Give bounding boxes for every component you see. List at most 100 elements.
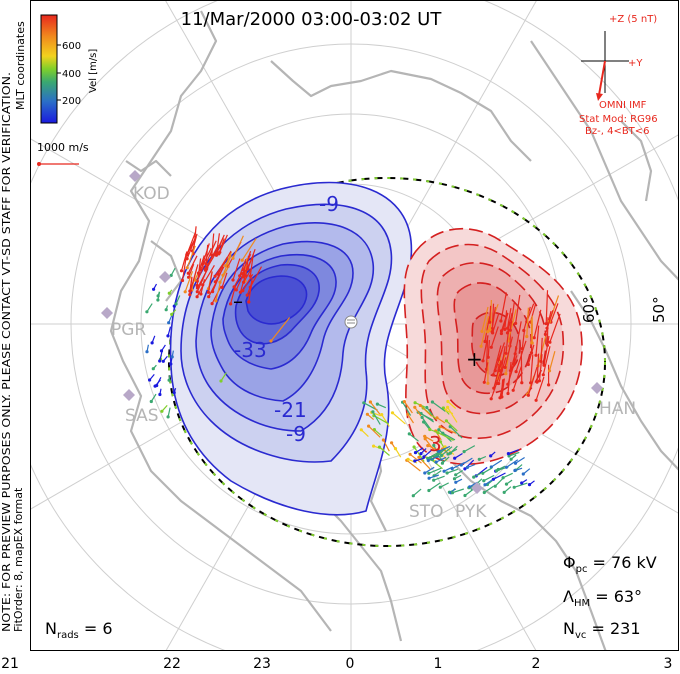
velocity-vector-origin xyxy=(145,350,149,354)
velocity-vector-origin xyxy=(508,328,512,332)
velocity-vector-origin xyxy=(479,344,483,348)
n-vc-stat: Nvc = 231 xyxy=(563,619,641,641)
velocity-vector-origin xyxy=(148,378,152,382)
velocity-vector-origin xyxy=(423,434,427,438)
velocity-vector-origin xyxy=(240,258,244,262)
velocity-vector-origin xyxy=(463,493,467,498)
velocity-vector xyxy=(523,306,531,331)
velocity-vector xyxy=(220,372,227,382)
velocity-vector-origin xyxy=(490,330,494,334)
velocity-vector-origin xyxy=(153,384,157,388)
velocity-vector-origin xyxy=(454,480,458,484)
velocity-vector-origin xyxy=(493,369,497,373)
velocity-vector xyxy=(202,243,210,265)
velocity-vector xyxy=(241,238,257,261)
velocity-vector xyxy=(432,401,446,412)
velocity-vector-origin xyxy=(372,444,376,448)
velocity-vector-origin xyxy=(468,485,472,489)
velocity-vector xyxy=(530,354,534,383)
velocity-vector xyxy=(527,344,535,365)
velocity-vector-origin xyxy=(214,299,218,303)
velocity-vector-origin xyxy=(169,273,173,277)
velocity-vector-origin xyxy=(170,312,174,316)
imf-condition: Bz-, 4<BT<6 xyxy=(585,126,650,137)
velocity-vector-origin xyxy=(499,331,503,336)
velocity-vector-origin xyxy=(504,465,508,469)
velocity-vector xyxy=(514,482,528,488)
velocity-vector xyxy=(408,433,419,442)
velocity-vector xyxy=(492,312,500,334)
velocity-vector-origin xyxy=(407,432,411,436)
contour-label: -9 xyxy=(319,192,339,216)
velocity-vector xyxy=(443,466,454,472)
velocity-vector-origin xyxy=(486,330,490,334)
velocity-vectors xyxy=(145,226,561,498)
velocity-vector-origin xyxy=(167,291,171,295)
velocity-vector xyxy=(494,349,503,371)
velocity-vector xyxy=(493,360,502,389)
velocity-vector-origin xyxy=(169,362,173,366)
x-axis-tick: 2 xyxy=(531,656,541,672)
latitude-label-50: 50° xyxy=(650,296,668,323)
velocity-vector xyxy=(214,256,228,277)
velocity-vector-origin xyxy=(534,398,538,402)
velocity-vector-origin xyxy=(381,438,385,442)
velocity-vector-origin xyxy=(430,400,434,404)
potential-max-marker: + xyxy=(466,347,483,371)
lambda-hm-stat: ΛHM = 63° xyxy=(563,587,642,609)
velocity-vector xyxy=(500,292,507,322)
contour-label: -9 xyxy=(286,422,306,446)
velocity-vector xyxy=(483,474,495,482)
colorbar-tick: 600 xyxy=(62,41,81,52)
velocity-vector-origin xyxy=(506,452,510,456)
velocity-vector-origin xyxy=(199,292,203,296)
velocity-vector xyxy=(441,446,453,456)
velocity-vector-origin xyxy=(411,494,415,498)
velocity-vector xyxy=(428,455,439,462)
velocity-vector-origin xyxy=(371,410,375,414)
velocity-vector-origin xyxy=(426,444,430,448)
velocity-vector-origin xyxy=(489,465,493,469)
velocity-vector-origin xyxy=(427,471,431,475)
velocity-vector xyxy=(542,346,551,375)
velocity-vector-origin xyxy=(482,380,486,384)
velocity-vector-origin xyxy=(422,455,426,459)
colorbar-label: Vel [m/s] xyxy=(88,49,99,93)
velocity-vector xyxy=(428,482,441,491)
imf-dial: +Z (5 nT) +Y OMNI IMF Stat Mod: RG96 Bz-… xyxy=(579,14,658,137)
velocity-vector-origin xyxy=(367,424,371,428)
velocity-vector xyxy=(428,467,442,474)
velocity-vector-origin xyxy=(512,485,516,489)
velocity-vector-origin xyxy=(503,365,507,369)
velocity-vector-origin xyxy=(241,289,245,293)
imf-model: Stat Mod: RG96 xyxy=(579,114,658,125)
velocity-vector xyxy=(447,406,458,423)
velocity-vector xyxy=(505,321,510,354)
velocity-vector xyxy=(515,456,525,464)
velocity-vector xyxy=(484,316,490,342)
velocity-vector xyxy=(215,280,222,302)
velocity-vector-origin xyxy=(217,252,221,256)
velocity-vector xyxy=(414,457,426,462)
velocity-vector xyxy=(146,303,153,313)
velocity-vector xyxy=(548,351,556,371)
velocity-vector xyxy=(526,307,529,337)
velocity-vector xyxy=(487,340,490,358)
velocity-vector-origin xyxy=(438,440,443,444)
velocity-vector xyxy=(232,235,244,259)
colorbar-tick: 200 xyxy=(62,96,81,107)
velocity-vector xyxy=(249,254,254,277)
velocity-vector xyxy=(433,475,445,481)
velocity-vector xyxy=(188,263,195,278)
velocity-vector-origin xyxy=(188,293,192,297)
velocity-vector-origin xyxy=(504,372,508,376)
velocity-vector xyxy=(222,254,232,276)
velocity-vector-origin xyxy=(427,488,431,493)
x-axis-tick: 1 xyxy=(433,656,443,672)
velocity-vector xyxy=(435,456,447,463)
velocity-vector-origin xyxy=(170,355,174,359)
velocity-vector xyxy=(490,459,503,468)
velocity-vector-origin xyxy=(483,339,487,344)
velocity-vector xyxy=(507,355,518,385)
velocity-vector xyxy=(239,258,247,277)
